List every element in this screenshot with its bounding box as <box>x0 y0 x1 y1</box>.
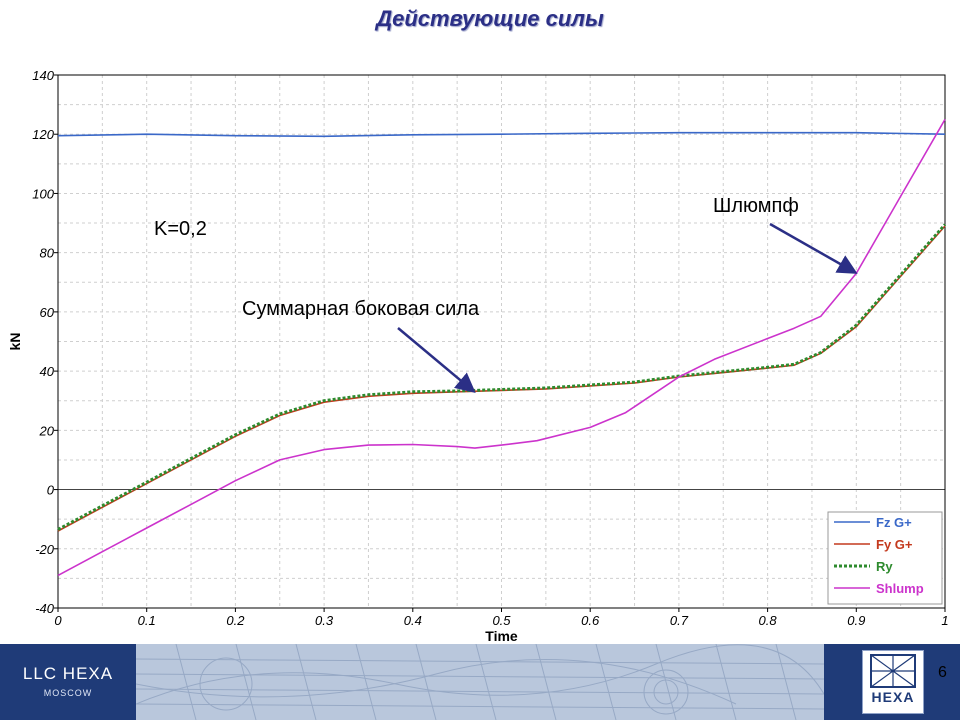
mesh-decoration <box>136 644 824 720</box>
y-axis-label: kN <box>7 333 23 351</box>
x-tick-label: 0.1 <box>138 613 156 628</box>
legend-label: Ry <box>876 559 893 574</box>
page-number: 6 <box>938 664 947 681</box>
logo-text: HEXA <box>871 689 915 705</box>
hexa-logo: HEXA <box>862 650 924 714</box>
annotation-k-value: K=0,2 <box>154 218 207 240</box>
x-tick-label: 0 <box>54 613 62 628</box>
x-tick-label: 0.5 <box>492 613 511 628</box>
logo-mark-icon <box>870 654 916 688</box>
y-tick-label: 40 <box>40 364 55 379</box>
y-tick-label: -20 <box>35 542 55 557</box>
x-tick-label: 0.2 <box>226 613 245 628</box>
x-tick-label: 0.4 <box>404 613 422 628</box>
footer-banner: LLC HEXA MOSCOW HEXA <box>0 644 960 720</box>
arrow-to-lateral-force <box>397 327 476 394</box>
y-tick-label: 60 <box>40 305 55 320</box>
x-tick-label: 0.7 <box>670 613 689 628</box>
x-tick-label: 0.9 <box>847 613 865 628</box>
chart-legend: Fz G+ Fy G+ Ry Shlump <box>827 511 943 605</box>
line-chart: 0 0.1 0.2 0.3 0.4 0.5 0.6 0.7 0.8 0.9 1 -40 -20 0 20 40… <box>7 68 949 644</box>
legend-label: Shlump <box>876 581 924 596</box>
company-name: LLC HEXA <box>22 664 114 683</box>
y-tick-label: 20 <box>39 423 55 438</box>
series-line-shlump <box>57 119 946 577</box>
chart-annotations: K=0,2 Шлюмпф Суммарная боковая сила <box>154 195 858 394</box>
series-line-ry <box>57 223 947 531</box>
footer-logo-block: HEXA <box>824 644 960 720</box>
x-tick-label: 0.3 <box>315 613 334 628</box>
chart-series <box>57 119 947 577</box>
y-tick-label: 140 <box>32 68 54 83</box>
footer-mesh-image <box>136 644 824 720</box>
slide-title: Действующие силы <box>376 6 604 31</box>
y-tick-label: 0 <box>47 483 55 498</box>
x-tick-label: 1 <box>941 613 948 628</box>
chart-grid <box>57 74 946 609</box>
arrow-to-shlumpf <box>769 222 858 274</box>
y-tick-label: 80 <box>40 246 55 261</box>
series-line-fz-g- <box>57 131 946 138</box>
legend-label: Fy G+ <box>876 537 913 552</box>
x-tick-label: 0.8 <box>759 613 778 628</box>
company-city: MOSCOW <box>43 688 93 698</box>
legend-label: Fz G+ <box>876 515 912 530</box>
y-tick-label: 120 <box>32 127 54 142</box>
footer-company-block: LLC HEXA MOSCOW <box>0 644 136 720</box>
x-tick-label: 0.6 <box>581 613 600 628</box>
annotation-lateral-force-label: Суммарная боковая сила <box>242 298 480 320</box>
annotation-shlumpf-label: Шлюмпф <box>713 195 799 217</box>
y-tick-label: 100 <box>32 186 54 201</box>
y-tick-label: -40 <box>35 601 55 616</box>
chart-axes: 0 0.1 0.2 0.3 0.4 0.5 0.6 0.7 0.8 0.9 1 -40 -20 0 20 40… <box>7 68 949 644</box>
x-axis-label: Time <box>485 628 518 644</box>
